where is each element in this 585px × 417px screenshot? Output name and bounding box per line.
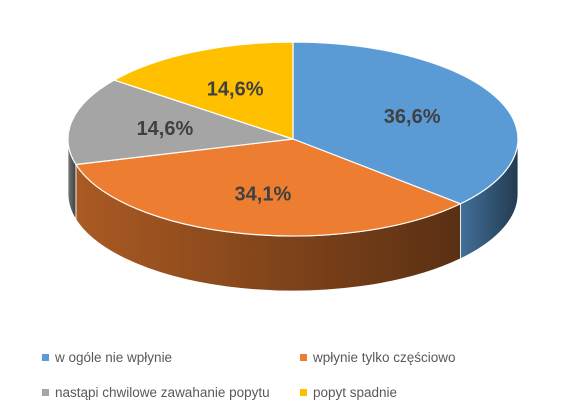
legend-swatch-0: [42, 354, 49, 361]
pie-slice-1: [75, 138, 462, 237]
legend-swatch-1: [300, 354, 307, 361]
legend-swatch-3: [300, 389, 307, 396]
slice-value-label-1: 34,1%: [235, 184, 292, 206]
slice-value-label-2: 14,6%: [137, 118, 194, 140]
legend-item-2: nastąpi chwilowe zawahanie popytu: [42, 385, 270, 400]
slice-value-label-3: 14,6%: [207, 79, 264, 101]
slice-value-label-0: 36,6%: [384, 106, 441, 128]
legend-label-2: nastąpi chwilowe zawahanie popytu: [55, 385, 270, 400]
legend: w ogóle nie wpłynie wpłynie tylko części…: [0, 338, 585, 417]
legend-item-3: popyt spadnie: [300, 385, 397, 400]
legend-label-3: popyt spadnie: [313, 385, 398, 400]
pie-slice-2: [67, 79, 294, 166]
pie-chart: 36,6% 34,1% 14,6% 14,6%: [67, 41, 519, 292]
legend-swatch-2: [42, 389, 49, 396]
pie-slice-0: [292, 41, 519, 205]
pie-labels: 36,6% 34,1% 14,6% 14,6%: [137, 79, 441, 206]
pie-slice-3: [113, 41, 294, 140]
legend-item-0: w ogóle nie wpłynie: [42, 350, 172, 365]
legend-label-0: w ogóle nie wpłynie: [55, 350, 173, 365]
pie-tops: [67, 41, 519, 237]
legend-label-1: wpłynie tylko częściowo: [313, 350, 456, 365]
legend-item-1: wpłynie tylko częściowo: [300, 350, 456, 365]
